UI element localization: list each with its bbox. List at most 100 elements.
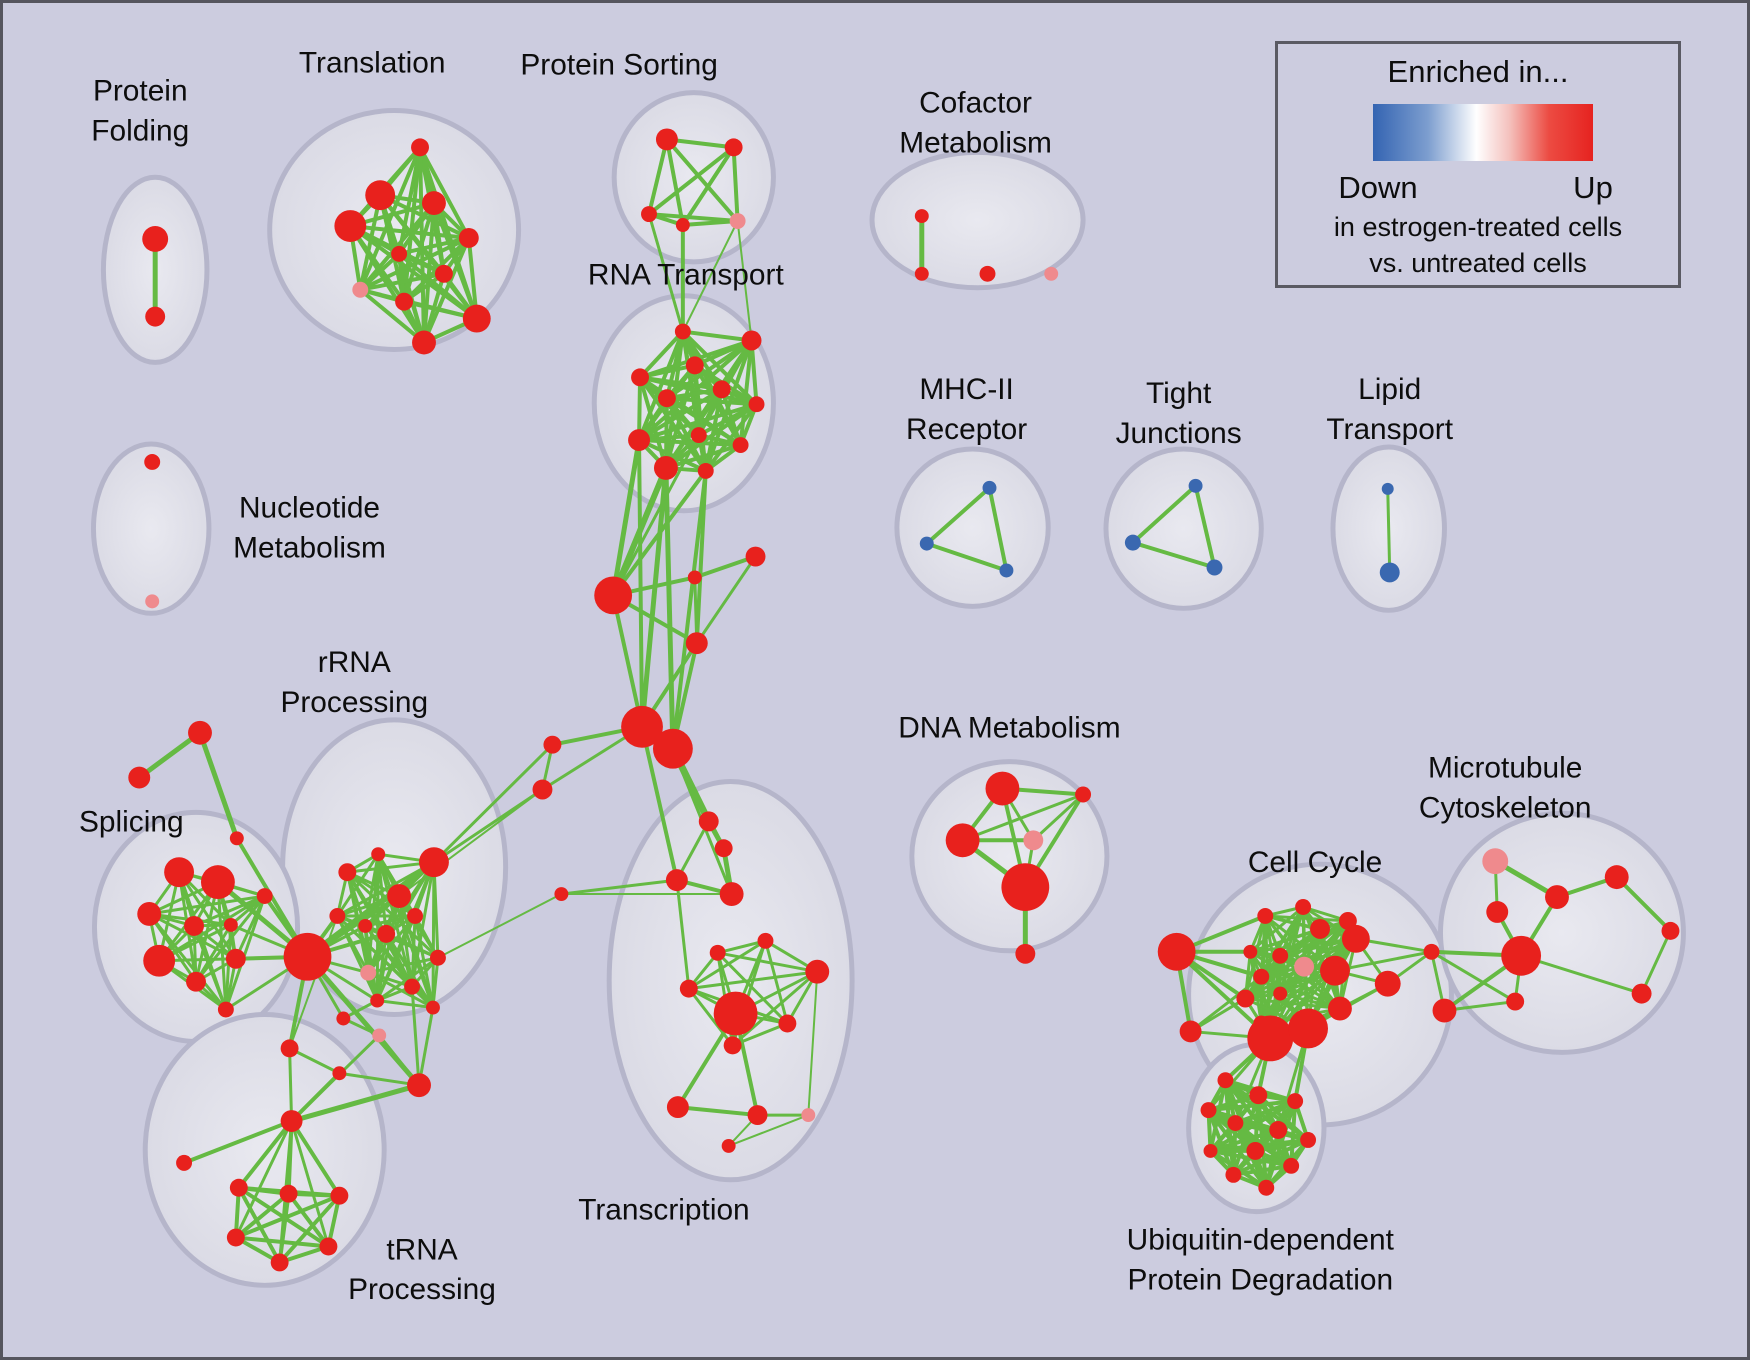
gene-set-node-ps5[interactable]	[729, 213, 746, 229]
gene-set-node-t6[interactable]	[391, 245, 408, 262]
gene-set-node-d2[interactable]	[1075, 786, 1092, 803]
gene-set-node-d6[interactable]	[1015, 943, 1036, 964]
gene-set-node-tn3[interactable]	[279, 1184, 298, 1203]
gene-set-node-cf4[interactable]	[1044, 266, 1059, 281]
gene-set-node-t2[interactable]	[365, 180, 396, 211]
gene-set-node-cc19[interactable]	[1374, 970, 1401, 997]
gene-set-node-t4[interactable]	[422, 191, 446, 216]
gene-set-node-cc10[interactable]	[1253, 968, 1270, 985]
gene-set-node-m2[interactable]	[919, 536, 934, 551]
gene-set-node-rr17[interactable]	[407, 1073, 431, 1098]
gene-set-node-rt4[interactable]	[631, 368, 650, 387]
gene-set-node-t5[interactable]	[458, 228, 479, 248]
gene-set-node-d5[interactable]	[1001, 863, 1050, 911]
gene-set-node-tj3[interactable]	[1206, 559, 1223, 576]
gene-set-node-tn2[interactable]	[229, 1178, 248, 1197]
gene-set-node-cc16[interactable]	[1247, 1015, 1294, 1062]
gene-set-node-cc18[interactable]	[1327, 996, 1352, 1021]
gene-set-node-cc2[interactable]	[1257, 907, 1274, 924]
gene-set-node-tc12[interactable]	[666, 1096, 689, 1119]
gene-set-node-u6[interactable]	[1269, 1121, 1288, 1139]
gene-set-node-sp1[interactable]	[188, 720, 212, 745]
gene-set-node-cc3[interactable]	[1295, 899, 1312, 915]
gene-set-node-tc8[interactable]	[713, 991, 758, 1036]
gene-set-node-sp13[interactable]	[217, 1001, 234, 1018]
gene-set-node-t11[interactable]	[412, 330, 436, 355]
gene-set-node-cc17[interactable]	[1288, 1008, 1328, 1049]
gene-set-node-u5[interactable]	[1227, 1115, 1244, 1132]
gene-set-node-rr10[interactable]	[404, 978, 421, 995]
gene-set-node-mt8[interactable]	[1604, 865, 1629, 890]
gene-set-node-d4[interactable]	[1023, 830, 1044, 851]
gene-set-node-sp7[interactable]	[184, 915, 204, 936]
gene-set-node-sp12[interactable]	[186, 971, 206, 992]
gene-set-node-u7[interactable]	[1300, 1131, 1317, 1148]
gene-set-node-sp5[interactable]	[200, 865, 235, 900]
gene-set-node-rt1[interactable]	[674, 323, 691, 340]
gene-set-node-lt1[interactable]	[1381, 482, 1394, 495]
gene-set-node-m3[interactable]	[999, 563, 1014, 578]
gene-set-node-rr8[interactable]	[377, 924, 396, 943]
gene-set-node-u8[interactable]	[1203, 1143, 1218, 1158]
gene-set-node-tc11[interactable]	[723, 1036, 742, 1055]
gene-set-node-u3[interactable]	[1287, 1093, 1304, 1110]
gene-set-node-rt11[interactable]	[653, 455, 678, 480]
gene-set-node-pf1[interactable]	[142, 226, 169, 252]
gene-set-node-ps1[interactable]	[655, 128, 678, 151]
gene-set-node-tc13[interactable]	[747, 1105, 768, 1126]
gene-set-node-cc12[interactable]	[1273, 986, 1288, 1001]
gene-set-node-ce6[interactable]	[652, 728, 693, 769]
gene-set-node-tc2[interactable]	[714, 839, 733, 858]
gene-set-node-tn1[interactable]	[176, 1154, 193, 1171]
gene-set-node-rt7[interactable]	[748, 396, 765, 413]
gene-set-node-ce3[interactable]	[745, 546, 766, 567]
gene-set-node-cc7[interactable]	[1243, 944, 1258, 959]
gene-set-node-u2[interactable]	[1249, 1086, 1268, 1105]
gene-set-node-rr4[interactable]	[387, 884, 412, 908]
gene-set-node-tn4[interactable]	[330, 1186, 349, 1205]
gene-set-node-tc7[interactable]	[679, 979, 698, 998]
gene-set-node-mt1[interactable]	[1482, 848, 1509, 875]
gene-set-node-rr15[interactable]	[372, 1028, 387, 1043]
gene-set-node-ps2[interactable]	[724, 138, 743, 157]
gene-set-node-m1[interactable]	[982, 480, 997, 495]
gene-set-node-mt9[interactable]	[1661, 921, 1680, 940]
gene-set-node-tj2[interactable]	[1124, 534, 1141, 551]
gene-set-node-tc6[interactable]	[709, 944, 726, 961]
gene-set-node-cc1[interactable]	[1157, 932, 1196, 971]
gene-set-node-rr5[interactable]	[407, 907, 424, 924]
gene-set-node-tc16[interactable]	[554, 887, 569, 902]
gene-set-node-tc1[interactable]	[698, 811, 719, 832]
gene-set-node-d3[interactable]	[945, 823, 980, 858]
gene-set-node-rt5[interactable]	[657, 389, 676, 408]
gene-set-node-tc9[interactable]	[805, 959, 830, 984]
gene-set-node-rr13[interactable]	[425, 1000, 440, 1015]
gene-set-node-pf2[interactable]	[145, 306, 166, 327]
gene-set-node-tn7[interactable]	[270, 1253, 289, 1272]
gene-set-node-mt4[interactable]	[1501, 935, 1542, 976]
gene-set-node-cc13[interactable]	[1236, 989, 1255, 1008]
gene-set-node-rr14[interactable]	[336, 1011, 351, 1026]
gene-set-node-ce7[interactable]	[543, 735, 562, 754]
gene-set-node-rr2[interactable]	[371, 847, 386, 862]
gene-set-node-t10[interactable]	[462, 304, 491, 333]
gene-set-node-t1[interactable]	[411, 138, 429, 157]
gene-set-node-cf2[interactable]	[914, 266, 929, 281]
gene-set-node-nu1[interactable]	[144, 454, 161, 470]
gene-set-node-cc4[interactable]	[1310, 918, 1330, 939]
gene-set-node-u1[interactable]	[1217, 1072, 1234, 1089]
gene-set-node-lt2[interactable]	[1379, 562, 1400, 583]
gene-set-node-ce2[interactable]	[687, 570, 702, 585]
gene-set-node-rt8[interactable]	[628, 429, 650, 452]
gene-set-node-cf1[interactable]	[914, 209, 929, 224]
gene-set-node-rr16[interactable]	[332, 1066, 347, 1081]
gene-set-node-cc11[interactable]	[1320, 955, 1350, 986]
gene-set-node-tc3[interactable]	[665, 869, 688, 892]
gene-set-node-ce5[interactable]	[621, 705, 663, 748]
gene-set-node-rt10[interactable]	[732, 437, 749, 454]
gene-set-node-u4[interactable]	[1200, 1102, 1217, 1119]
gene-set-node-tc15[interactable]	[721, 1138, 736, 1153]
gene-set-node-rr7[interactable]	[358, 918, 373, 933]
gene-set-node-ps3[interactable]	[641, 206, 657, 223]
gene-set-node-ce1[interactable]	[594, 576, 633, 615]
